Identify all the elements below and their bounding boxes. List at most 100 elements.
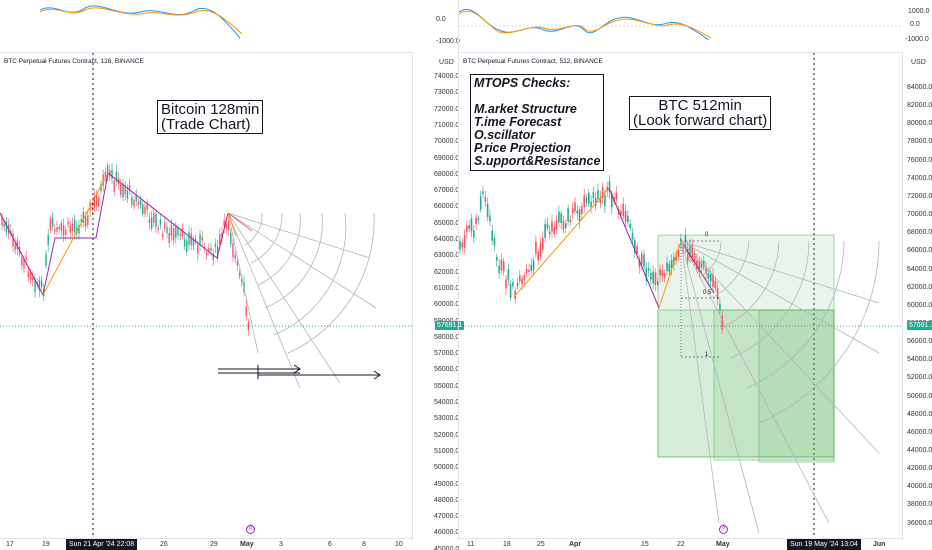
x-tick: Apr xyxy=(569,541,582,548)
candle-body xyxy=(721,316,723,330)
price-axis-label: 36000.0 xyxy=(907,519,932,527)
candle-body xyxy=(615,192,618,200)
candle-body xyxy=(585,197,588,203)
right-annotation-line2: (Look forward chart) xyxy=(633,112,768,129)
left-price-pane xyxy=(0,53,412,540)
candle-body xyxy=(234,254,236,259)
right-annotation[interactable]: BTC 512min (Look forward chart) xyxy=(629,96,772,130)
price-axis-label: 69000.0 xyxy=(434,154,460,162)
left-oscillator-pane xyxy=(0,0,412,52)
right-chart[interactable]: BTC Perpetual Futures Contract, 512, BIN… xyxy=(458,0,903,550)
x-tick: 10 xyxy=(395,541,403,548)
candle-body xyxy=(491,230,493,241)
price-axis-label: 52000.0 xyxy=(907,374,932,382)
candle-body xyxy=(461,242,464,248)
candle-body xyxy=(622,203,625,216)
candle-body xyxy=(150,217,153,229)
candle-body xyxy=(175,226,177,238)
candle-body xyxy=(606,186,608,192)
candle-body xyxy=(473,230,475,238)
price-axis-label: 54000.0 xyxy=(907,356,932,364)
x-tick: 17 xyxy=(6,541,14,548)
candle-body xyxy=(466,225,468,232)
candle-body xyxy=(528,269,530,272)
price-axis-label: 40000.0 xyxy=(907,483,932,491)
x-tick: 18 xyxy=(503,541,511,548)
candle-body xyxy=(124,185,126,195)
x-tick: 26 xyxy=(160,541,168,548)
price-axis-label: 74000.0 xyxy=(434,73,460,80)
candle-body xyxy=(56,227,58,232)
candle-body xyxy=(486,203,489,217)
candle-body xyxy=(654,272,657,285)
price-axis-label: 46000.0 xyxy=(907,428,932,436)
price-axis-label: 73000.0 xyxy=(434,89,460,97)
candle-body xyxy=(102,174,104,186)
candle-body xyxy=(578,209,581,222)
candle-body xyxy=(652,271,654,284)
candle-body xyxy=(225,224,228,229)
x-tick: 8 xyxy=(362,541,366,548)
candle-body xyxy=(232,243,234,258)
x-tick: Jun xyxy=(873,541,886,548)
candle-body xyxy=(188,232,190,246)
candle-body xyxy=(700,261,703,268)
candle-body xyxy=(78,225,80,234)
right-osc-axis-label: 0.0 xyxy=(910,21,920,28)
candle-body xyxy=(500,259,503,271)
price-axis-label: 61000.0 xyxy=(434,284,460,292)
candle-body xyxy=(197,244,199,254)
candle-body xyxy=(183,239,186,247)
candle-body xyxy=(562,220,565,230)
mtops-item: O.scillator xyxy=(474,128,536,142)
price-axis-label: 64000.0 xyxy=(434,236,460,243)
price-axis-header: USD xyxy=(911,59,926,66)
candle-body xyxy=(104,172,107,179)
price-axis-label: 52000.0 xyxy=(434,431,460,439)
candle-body xyxy=(199,234,201,245)
mtops-checklist[interactable]: MTOPS Checks: M.arket Structure T.ime Fo… xyxy=(470,74,605,171)
candle-body xyxy=(703,260,705,268)
candle-body xyxy=(84,216,87,227)
candle-body xyxy=(714,280,717,289)
earnings-event-icon[interactable]: ⓓ xyxy=(719,525,728,534)
candle-body xyxy=(230,232,232,244)
candle-body xyxy=(91,206,93,210)
candle-body xyxy=(100,184,102,192)
candle-body xyxy=(29,272,32,280)
right-oscillator-svg xyxy=(458,9,903,41)
candle-body xyxy=(98,197,100,207)
candle-body xyxy=(27,271,30,277)
left-annotation[interactable]: Bitcoin 128min (Trade Chart) xyxy=(157,100,264,134)
candle-body xyxy=(638,259,641,267)
mtops-item: M.arket Structure xyxy=(474,102,577,116)
candle-body xyxy=(629,223,631,229)
x-tick: 25 xyxy=(537,541,545,548)
price-axis-label: 50000.0 xyxy=(434,464,460,472)
candle-body xyxy=(542,237,544,250)
candle-body xyxy=(599,197,602,204)
price-axis-label: 72000.0 xyxy=(434,105,460,113)
left-chart[interactable]: BTC Perpetual Futures Contract, 128, BIN… xyxy=(0,0,412,550)
candle-body xyxy=(205,252,208,255)
candle-body xyxy=(137,202,140,205)
candle-body xyxy=(227,221,230,231)
right-price-axis[interactable]: USD 84000.0 82000.0 80000.0 78000.0 76000.0 7… xyxy=(902,53,932,540)
price-axis-label: 82000.0 xyxy=(907,102,932,110)
earnings-event-icon[interactable]: ⓓ xyxy=(246,525,255,534)
candle-body xyxy=(659,269,661,276)
current-price-label: 57691.1 xyxy=(907,321,932,330)
candle-body xyxy=(489,215,491,222)
candle-body xyxy=(236,261,239,266)
candle-body xyxy=(65,229,67,235)
candle-body xyxy=(532,260,535,271)
left-price-axis[interactable]: USD 74000.0 73000.0 72000.0 71000.0 70000.0 6… xyxy=(412,53,465,550)
candle-body xyxy=(60,222,63,231)
candle-body xyxy=(157,227,159,230)
candle-body xyxy=(507,269,510,281)
price-axis-label: 56000.0 xyxy=(434,366,460,374)
candle-body xyxy=(565,223,567,228)
candle-body xyxy=(144,206,146,215)
candle-body xyxy=(551,221,553,232)
candle-body xyxy=(525,268,528,273)
